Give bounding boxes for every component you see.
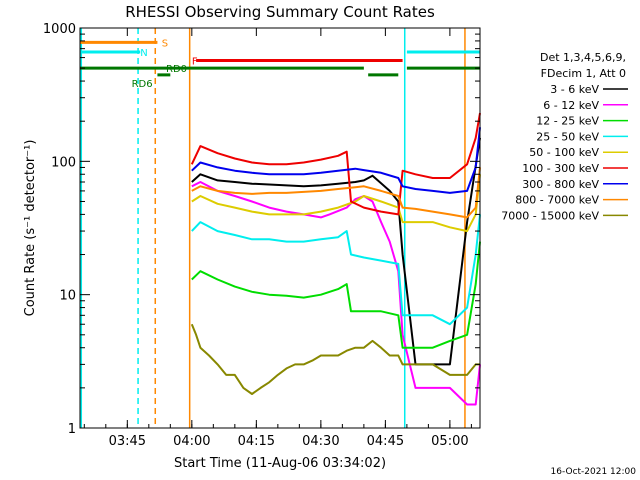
series-line-4 <box>191 174 481 233</box>
legend-label-1: 6 - 12 keV <box>543 99 599 112</box>
plot-frame <box>79 27 481 429</box>
series-lines <box>190 112 481 406</box>
legend-label-5: 100 - 300 keV <box>522 162 599 175</box>
legend-label-6: 300 - 800 keV <box>522 178 599 191</box>
x-tick-label-4: 04:45 <box>367 434 404 449</box>
chart-title: RHESSI Observing Summary Count Rates <box>125 3 435 21</box>
y-tick-label-0: 1 <box>68 422 76 437</box>
footer-date: 16-Oct-2021 12:00 <box>551 467 637 477</box>
legend-label-0: 3 - 6 keV <box>550 83 599 96</box>
y-tick-label-3: 1000 <box>43 22 76 37</box>
plot-area: S N F RD0 RD6 <box>79 27 481 429</box>
series-line-7 <box>191 167 481 219</box>
legend-items: 3 - 6 keV 6 - 12 keV 12 - 25 keV 25 - 50 ke… <box>501 83 628 222</box>
status-bar-label-2: F <box>192 57 198 68</box>
legend-label-7: 800 - 7000 keV <box>515 194 599 207</box>
vertical-markers <box>80 28 466 428</box>
x-axis-ticks: 03:45 04:00 04:15 04:30 04:45 05:00 <box>83 28 472 449</box>
x-tick-label-0: 03:45 <box>109 434 146 449</box>
legend-header-line-2: FDecim 1, Att 0 <box>541 67 626 80</box>
x-tick-label-1: 04:00 <box>173 434 210 449</box>
legend: Det 1,3,4,5,6,9, FDecim 1, Att 0 3 - 6 k… <box>501 51 628 222</box>
status-bar-label-4: RD6 <box>132 79 153 90</box>
series-line-2 <box>191 241 481 349</box>
status-bar-label-1: N <box>140 48 147 59</box>
status-bar-label-3: RD0 <box>166 64 187 75</box>
legend-label-4: 50 - 100 keV <box>529 146 599 159</box>
x-tick-label-5: 05:00 <box>431 434 468 449</box>
x-tick-label-3: 04:30 <box>302 434 339 449</box>
series-line-3 <box>191 214 481 326</box>
series-line-5 <box>190 112 481 216</box>
legend-label-3: 25 - 50 keV <box>536 130 599 143</box>
y-tick-label-1: 10 <box>59 289 76 304</box>
series-line-6 <box>191 127 481 194</box>
y-axis-ticks: 1 10 100 1000 <box>43 22 480 437</box>
status-bars: S N F RD0 RD6 <box>80 38 480 90</box>
legend-label-8: 7000 - 15000 keV <box>501 209 599 222</box>
legend-label-2: 12 - 25 keV <box>536 115 599 128</box>
y-axis-label: Count Rate (s⁻¹ detector⁻¹) <box>23 140 38 317</box>
series-line-8 <box>190 323 480 395</box>
x-tick-label-2: 04:15 <box>238 434 275 449</box>
x-axis-label: Start Time (11-Aug-06 03:34:02) <box>174 456 386 471</box>
status-bar-label-0: S <box>162 38 168 49</box>
y-tick-label-2: 100 <box>51 155 76 170</box>
legend-header-line-1: Det 1,3,4,5,6,9, <box>540 51 626 64</box>
